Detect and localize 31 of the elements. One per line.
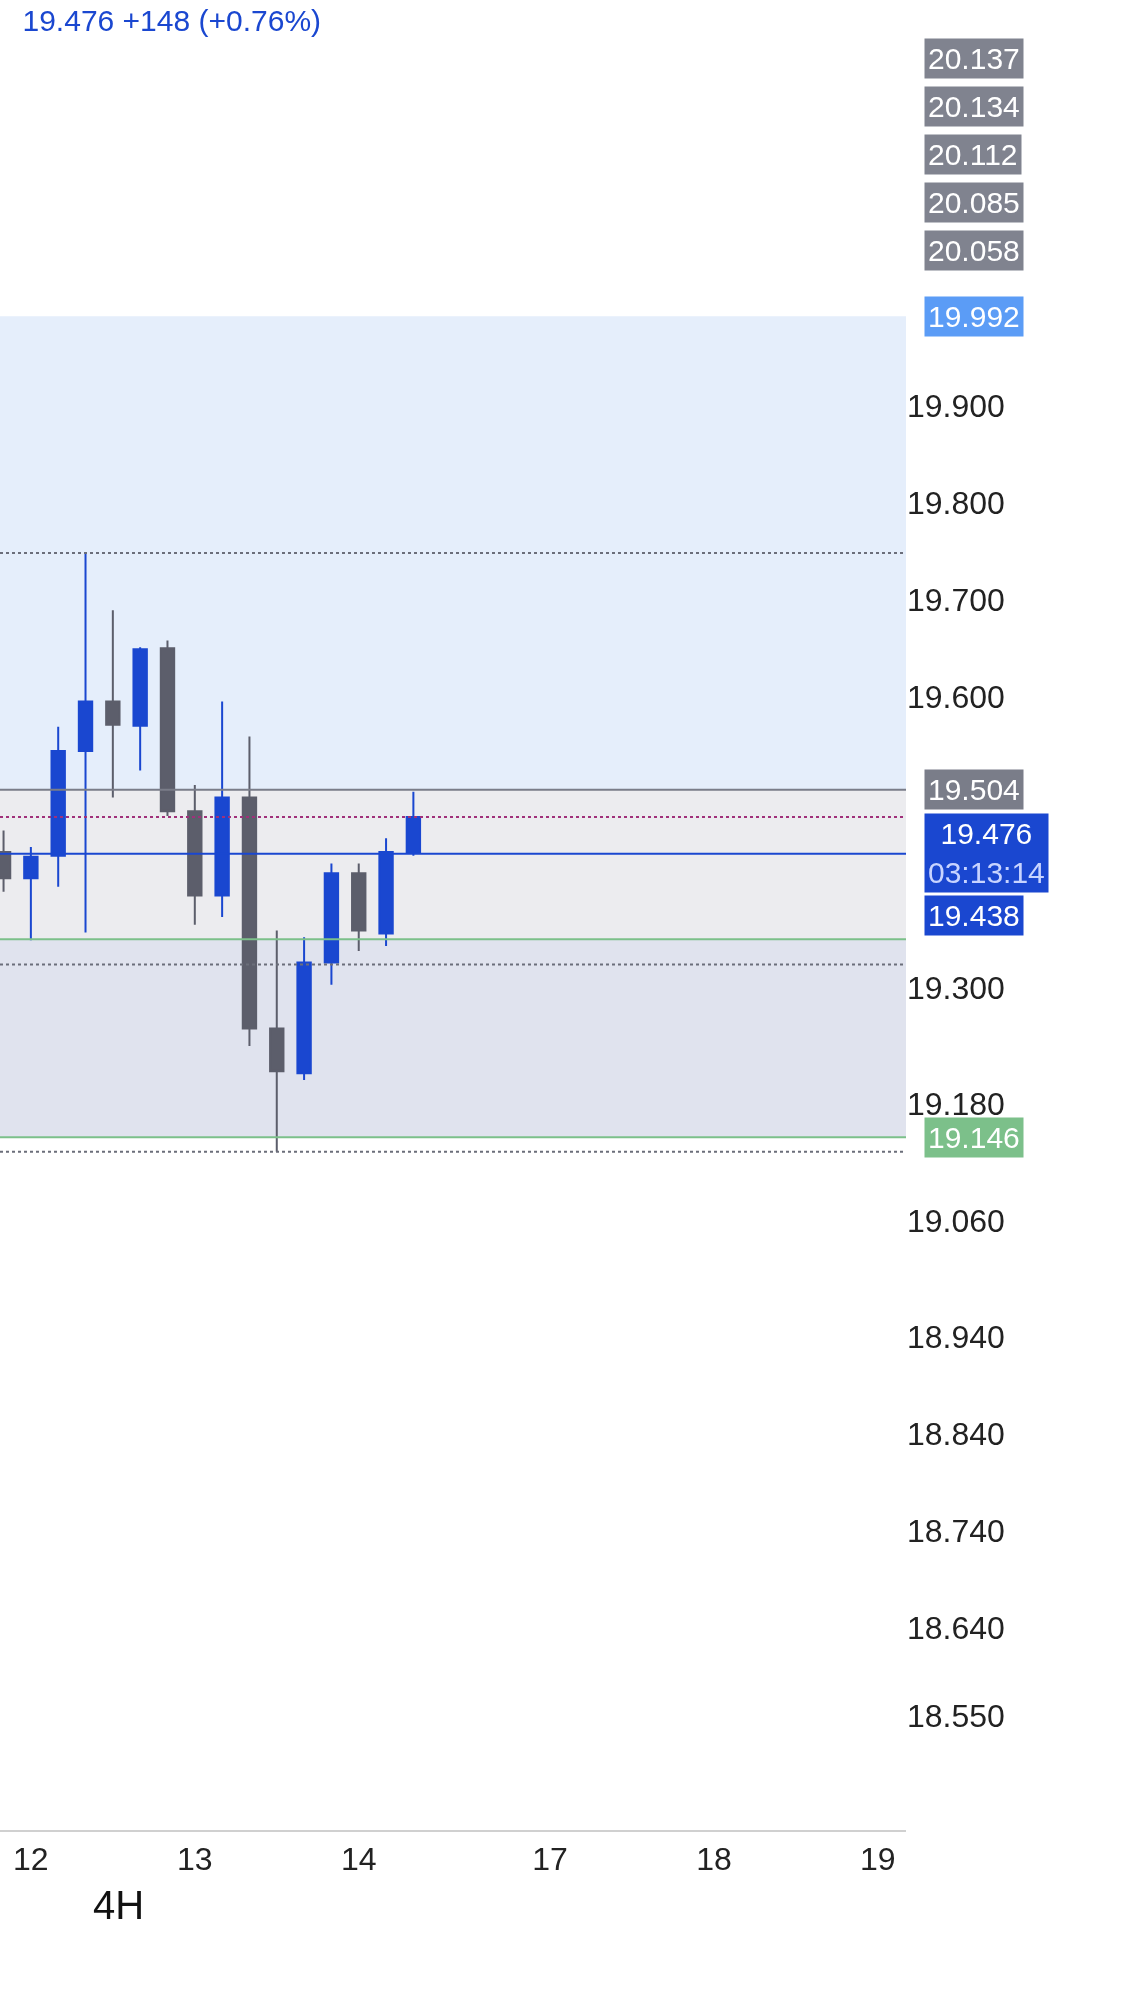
text: 20.112 xyxy=(928,138,1018,171)
ref-line-label: 19.476 xyxy=(940,817,1033,850)
y-tick-label: 18.550 xyxy=(907,1697,1005,1734)
ref-line-label: 19.146 xyxy=(928,1121,1020,1154)
y-tick-label: 19.180 xyxy=(907,1086,1005,1123)
text: 20.137 xyxy=(928,42,1020,75)
y-tick-label: 19.800 xyxy=(907,484,1005,521)
y-tick-label: 18.940 xyxy=(907,1319,1005,1356)
y-tick-label: 19.900 xyxy=(907,387,1005,424)
ref-line-label: 19.438 xyxy=(928,899,1020,932)
x-tick-label: 14 xyxy=(340,1841,377,1878)
y-tick-label: 19.700 xyxy=(907,581,1005,618)
text: 20.058 xyxy=(928,234,1020,267)
band-label: 19.992 xyxy=(928,300,1020,333)
x-tick-label: 18 xyxy=(696,1841,732,1878)
text: 20.085 xyxy=(928,186,1020,219)
y-tick-label: 18.740 xyxy=(907,1513,1005,1550)
y-tick-label: 18.840 xyxy=(907,1416,1005,1453)
x-tick-label: 19 xyxy=(860,1841,896,1878)
x-tick-label: 12 xyxy=(13,1841,49,1878)
y-tick-label: 19.060 xyxy=(907,1202,1005,1239)
x-tick-label: 17 xyxy=(532,1841,568,1878)
y-tick-label: 19.300 xyxy=(907,969,1005,1006)
ref-line-label: 19.504 xyxy=(928,773,1020,806)
x-tick-label: 13 xyxy=(177,1841,213,1878)
text: 4H xyxy=(93,1883,145,1927)
y-tick-label: 19.600 xyxy=(907,678,1005,715)
text: 20.134 xyxy=(928,90,1020,123)
chart-title: 19.476 +148 (+0.76%) xyxy=(22,4,322,38)
text: 03:13:14 xyxy=(928,856,1045,889)
y-tick-label: 18.640 xyxy=(907,1610,1005,1647)
